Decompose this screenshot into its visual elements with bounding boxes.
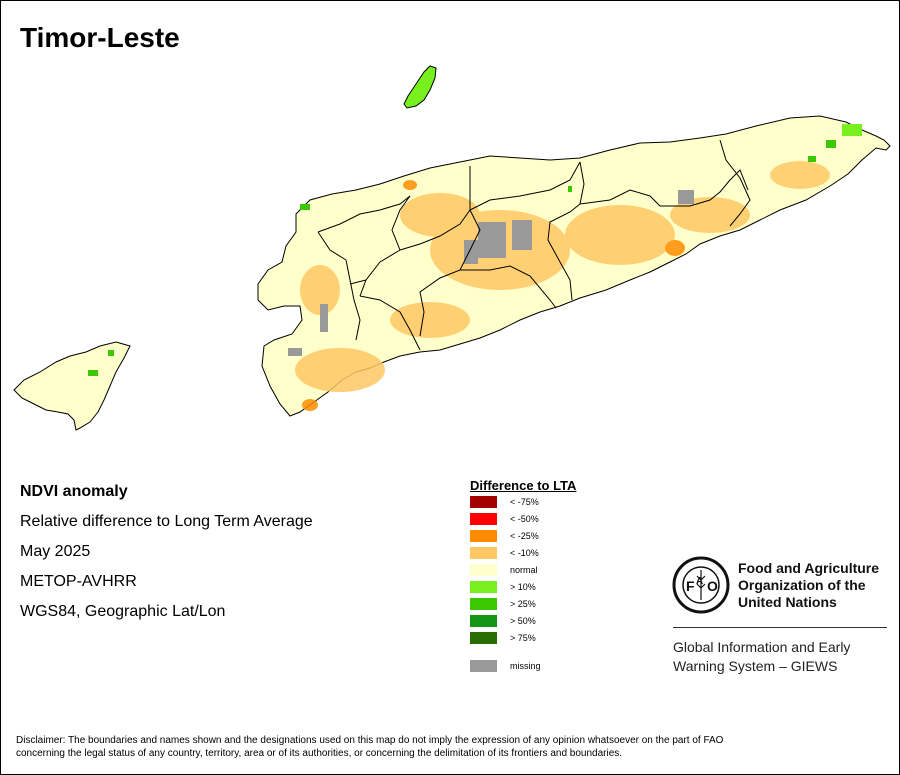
legend-swatch-gt-10 xyxy=(470,581,497,593)
positive-patch-5 xyxy=(88,370,98,376)
svg-text:O: O xyxy=(707,578,718,594)
fao-name-line2: Organization of the xyxy=(738,577,866,593)
fao-logo: F A O xyxy=(672,556,730,614)
missing-patch-1 xyxy=(478,222,506,258)
missing-patch-6 xyxy=(288,348,302,356)
anomaly-patch-strong-2 xyxy=(302,399,318,411)
legend-label: missing xyxy=(510,661,541,671)
positive-patch-3 xyxy=(808,156,816,162)
disclaimer-line2: concerning the legal status of any count… xyxy=(16,748,623,759)
legend-label: < -10% xyxy=(510,548,539,558)
missing-patch-2 xyxy=(464,240,478,264)
anomaly-patch-far-east xyxy=(770,161,830,189)
positive-anomaly-patches xyxy=(88,124,862,376)
oecusse-enclave xyxy=(13,341,131,431)
anomaly-patch-strong-3 xyxy=(403,180,417,190)
legend-label: < -75% xyxy=(510,497,539,507)
district-boundaries xyxy=(317,139,751,351)
legend-swatch-normal xyxy=(470,564,497,576)
atauro-island xyxy=(403,65,437,109)
disclaimer: Disclaimer: The boundaries and names sho… xyxy=(16,734,886,760)
legend-swatch-gt-75 xyxy=(470,632,497,644)
anomaly-patch-north xyxy=(400,193,480,237)
positive-patch-6 xyxy=(108,350,114,356)
positive-patch-1 xyxy=(842,124,862,136)
legend-label: > 10% xyxy=(510,582,536,592)
legend-swatch-lt-75 xyxy=(470,496,497,508)
info-date: May 2025 xyxy=(20,543,91,560)
legend-swatch-gt-25 xyxy=(470,598,497,610)
disclaimer-line1: Disclaimer: The boundaries and names sho… xyxy=(16,735,724,746)
legend-label: > 75% xyxy=(510,633,536,643)
missing-patch-4 xyxy=(678,190,694,204)
info-projection: WGS84, Geographic Lat/Lon xyxy=(20,603,226,620)
legend-swatch-lt-10 xyxy=(470,547,497,559)
info-product: NDVI anomaly xyxy=(20,483,128,500)
positive-patch-7 xyxy=(568,186,572,192)
legend-swatch-lt-50 xyxy=(470,513,497,525)
missing-data-patches xyxy=(288,190,694,356)
missing-patch-5 xyxy=(320,304,328,332)
giews-name: Global Information and Early Warning Sys… xyxy=(673,638,850,676)
ndvi-anomaly-map xyxy=(13,65,891,431)
anomaly-patch-west xyxy=(300,265,340,315)
legend-label: < -25% xyxy=(510,531,539,541)
missing-patch-3 xyxy=(512,220,532,250)
legend-swatch-missing xyxy=(470,660,497,672)
fao-name: Food and Agriculture Organization of the… xyxy=(738,560,879,611)
svg-text:F: F xyxy=(686,578,695,594)
giews-line2: Warning System – GIEWS xyxy=(673,658,838,674)
anomaly-patch-southwest xyxy=(295,348,385,392)
fao-name-line1: Food and Agriculture xyxy=(738,560,880,576)
legend-label: > 50% xyxy=(510,616,536,626)
legend-title: Difference to LTA xyxy=(470,478,577,493)
map-title: Timor-Leste xyxy=(20,22,180,53)
legend-label: normal xyxy=(510,565,538,575)
anomaly-patch-south-central xyxy=(390,302,470,338)
legend-label: < -50% xyxy=(510,514,539,524)
info-description: Relative difference to Long Term Average xyxy=(20,513,313,530)
positive-patch-4 xyxy=(300,204,310,210)
fao-name-line3: United Nations xyxy=(738,594,837,610)
legend-swatch-lt-25 xyxy=(470,530,497,542)
positive-patch-2 xyxy=(826,140,836,148)
legend-swatch-gt-50 xyxy=(470,615,497,627)
legend-label: > 25% xyxy=(510,599,536,609)
svg-text:A: A xyxy=(696,576,703,587)
anomaly-patch-strong-1 xyxy=(665,240,685,256)
anomaly-patch-east-center xyxy=(565,205,675,265)
giews-line1: Global Information and Early xyxy=(673,639,851,655)
fao-divider xyxy=(673,627,887,628)
info-sensor: METOP-AVHRR xyxy=(20,573,137,590)
